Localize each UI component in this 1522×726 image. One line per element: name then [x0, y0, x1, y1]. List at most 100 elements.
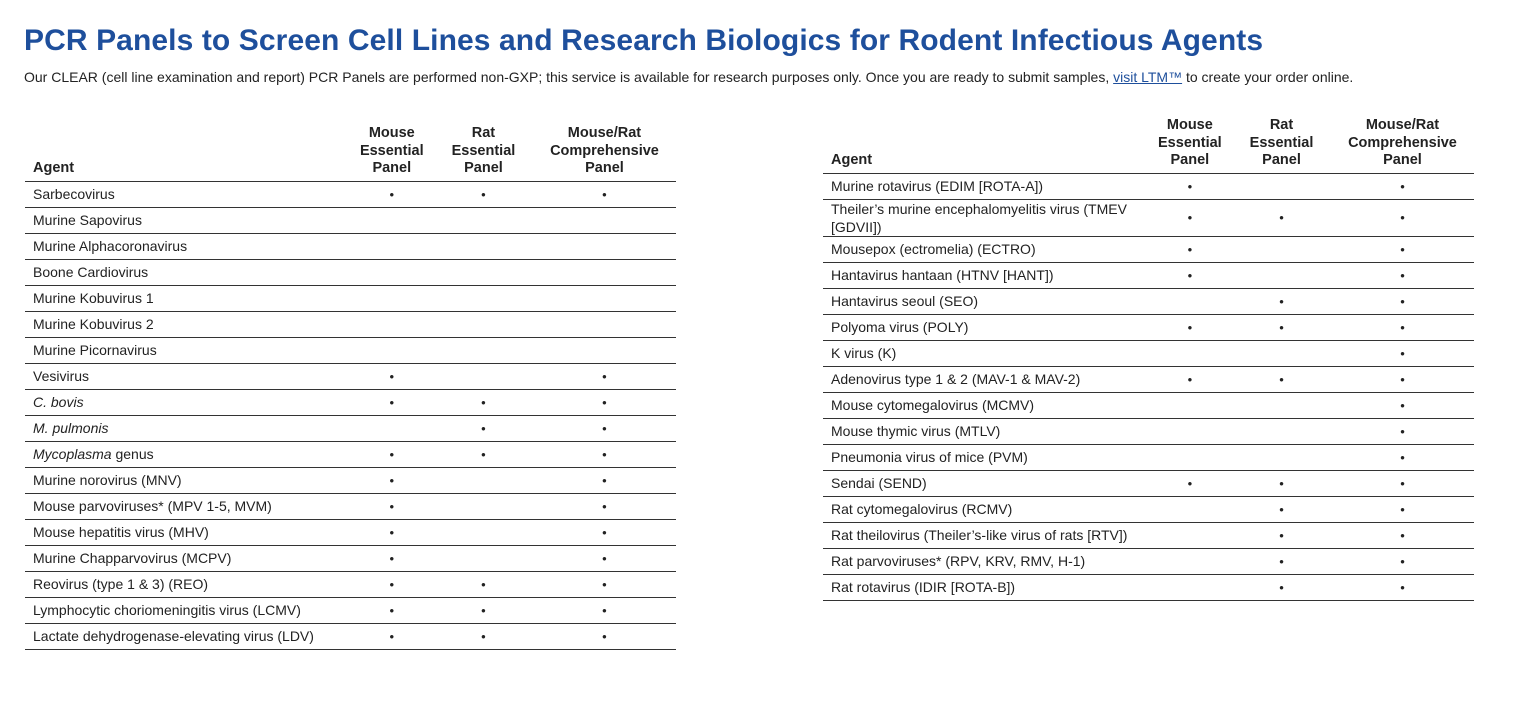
- bullet-icon: •: [1400, 527, 1405, 543]
- bullet-icon: •: [1279, 553, 1284, 569]
- mouse-essential-mark: •: [349, 181, 434, 208]
- agent-cell: Sarbecovirus: [25, 181, 350, 208]
- comprehensive-mark: •: [1330, 199, 1474, 237]
- agent-cell: Mycoplasma genus: [25, 441, 350, 468]
- mouse-essential-mark: •: [1147, 366, 1233, 393]
- mouse-essential-mark: [349, 233, 434, 260]
- mouse-essential-mark: [1147, 340, 1233, 367]
- comprehensive-mark: •: [1330, 340, 1474, 367]
- bullet-icon: •: [1400, 475, 1405, 491]
- mouse-essential-mark: [349, 259, 434, 286]
- agent-name: Murine Alphacoronavirus: [33, 238, 188, 254]
- bullet-icon: •: [1279, 579, 1284, 595]
- rat-essential-mark: •: [1232, 470, 1331, 497]
- bullet-icon: •: [1400, 449, 1405, 465]
- left-table-body: Sarbecovirus • • • Murine Sapovirus Murine Al…: [25, 181, 676, 650]
- bullet-icon: •: [1400, 553, 1405, 569]
- agent-name: Murine Kobuvirus 1: [33, 290, 154, 306]
- bullet-icon: •: [389, 368, 395, 384]
- intro-text-end: to create your order online.: [1182, 69, 1354, 85]
- mouse-essential-mark: •: [1147, 199, 1233, 237]
- agent-cell: Mouse hepatitis virus (MHV): [25, 519, 350, 546]
- header-line: Essential: [451, 142, 516, 159]
- table-row: Murine Kobuvirus 1: [25, 285, 676, 312]
- bullet-icon: •: [481, 576, 486, 592]
- rat-essential-mark: [434, 207, 533, 234]
- agent-name: Sendai (SEND): [831, 475, 927, 491]
- agent-name: Murine Sapovirus: [33, 212, 142, 228]
- bullet-icon: •: [1400, 579, 1405, 595]
- agent-name: Mouse parvoviruses* (MPV 1-5, MVM): [33, 498, 272, 514]
- rat-essential-column-header: Rat Essential Panel: [1232, 117, 1331, 174]
- agent-name: Murine Chapparvovirus (MCPV): [33, 550, 232, 566]
- rat-essential-mark: [1232, 444, 1331, 471]
- mouse-essential-mark: •: [1147, 173, 1233, 200]
- agent-name: Murine norovirus (MNV): [33, 472, 182, 488]
- mouse-essential-mark: [349, 285, 434, 312]
- intro-text: Our CLEAR (cell line examination and rep…: [24, 69, 1114, 85]
- bullet-icon: •: [602, 394, 607, 410]
- rat-essential-mark: •: [434, 181, 533, 208]
- rat-essential-mark: •: [1232, 574, 1331, 601]
- table-row: Mouse cytomegalovirus (MCMV) •: [823, 392, 1474, 419]
- agent-cell: Lactate dehydrogenase-elevating virus (L…: [25, 623, 350, 650]
- table-row: Murine rotavirus (EDIM [ROTA-A]) • •: [823, 173, 1474, 200]
- bullet-icon: •: [1187, 267, 1193, 283]
- table-row: Murine Kobuvirus 2: [25, 311, 676, 338]
- comprehensive-mark: •: [1330, 470, 1474, 497]
- header-line: Panel: [372, 160, 412, 176]
- table-row: Adenovirus type 1 & 2 (MAV-1 & MAV-2) • • •: [823, 366, 1474, 393]
- agent-name: Mouse thymic virus (MTLV): [831, 423, 1001, 439]
- agent-cell: Murine Picornavirus: [25, 337, 350, 364]
- agent-name: Lactate dehydrogenase-elevating virus (L…: [33, 628, 314, 644]
- agent-name: Murine Picornavirus: [33, 342, 157, 358]
- mouse-essential-mark: •: [1147, 236, 1233, 263]
- agent-name: Reovirus (type 1 & 3) (REO): [33, 576, 209, 592]
- agent-cell: Murine Chapparvovirus (MCPV): [25, 545, 350, 572]
- comprehensive-mark: •: [1330, 314, 1474, 341]
- header-line: Mouse: [1166, 117, 1213, 133]
- comprehensive-column-header: Mouse/Rat Comprehensive Panel: [532, 125, 676, 182]
- mouse-essential-mark: •: [349, 467, 434, 494]
- agent-cell: C. bovis: [25, 389, 350, 416]
- rat-essential-mark: [434, 493, 533, 520]
- header-line: Comprehensive: [1348, 134, 1457, 151]
- agent-name: Rat cytomegalovirus (RCMV): [831, 501, 1013, 517]
- mouse-essential-mark: [349, 207, 434, 234]
- mouse-essential-mark: [349, 311, 434, 338]
- agent-name: Sarbecovirus: [33, 186, 115, 202]
- rat-essential-mark: •: [434, 441, 533, 468]
- right-table-body: Murine rotavirus (EDIM [ROTA-A]) • • Theile…: [823, 173, 1474, 601]
- bullet-icon: •: [1400, 397, 1405, 413]
- rat-essential-mark: •: [434, 571, 533, 598]
- agent-cell: Vesivirus: [25, 363, 350, 390]
- header-line: Panel: [464, 160, 503, 176]
- visit-ltm-link[interactable]: visit LTM™: [1113, 69, 1183, 85]
- mouse-essential-mark: •: [349, 519, 434, 546]
- agent-column-header: Agent: [25, 125, 350, 182]
- header-line: Panel: [1262, 152, 1301, 168]
- table-row: Theiler’s murine encephalomyelitis virus…: [823, 199, 1474, 237]
- comprehensive-mark: •: [1330, 173, 1474, 200]
- bullet-icon: •: [1187, 241, 1193, 257]
- agent-name-italic: Mycoplasma: [33, 446, 112, 462]
- bullet-icon: •: [1187, 209, 1193, 225]
- agent-cell: Mouse thymic virus (MTLV): [823, 418, 1148, 445]
- mouse-essential-mark: [1147, 288, 1233, 315]
- bullet-icon: •: [602, 368, 607, 384]
- mouse-essential-mark: [1147, 522, 1233, 549]
- header-line: Mouse/Rat: [1365, 117, 1440, 133]
- comprehensive-mark: •: [532, 441, 676, 468]
- bullet-icon: •: [389, 576, 395, 592]
- header-line: Panel: [1170, 152, 1210, 168]
- mouse-essential-column-header: Mouse Essential Panel: [1147, 117, 1233, 174]
- rat-essential-mark: [1232, 236, 1331, 263]
- rat-essential-mark: [434, 285, 533, 312]
- mouse-essential-mark: •: [349, 623, 434, 650]
- agent-cell: Lymphocytic choriomeningitis virus (LCMV…: [25, 597, 350, 624]
- page-title: PCR Panels to Screen Cell Lines and Rese…: [24, 24, 1264, 57]
- bullet-icon: •: [389, 628, 395, 644]
- header-line: Essential: [1158, 134, 1222, 151]
- agent-cell: Theiler’s murine encephalomyelitis virus…: [823, 199, 1148, 237]
- agent-cell: Mouse cytomegalovirus (MCMV): [823, 392, 1148, 419]
